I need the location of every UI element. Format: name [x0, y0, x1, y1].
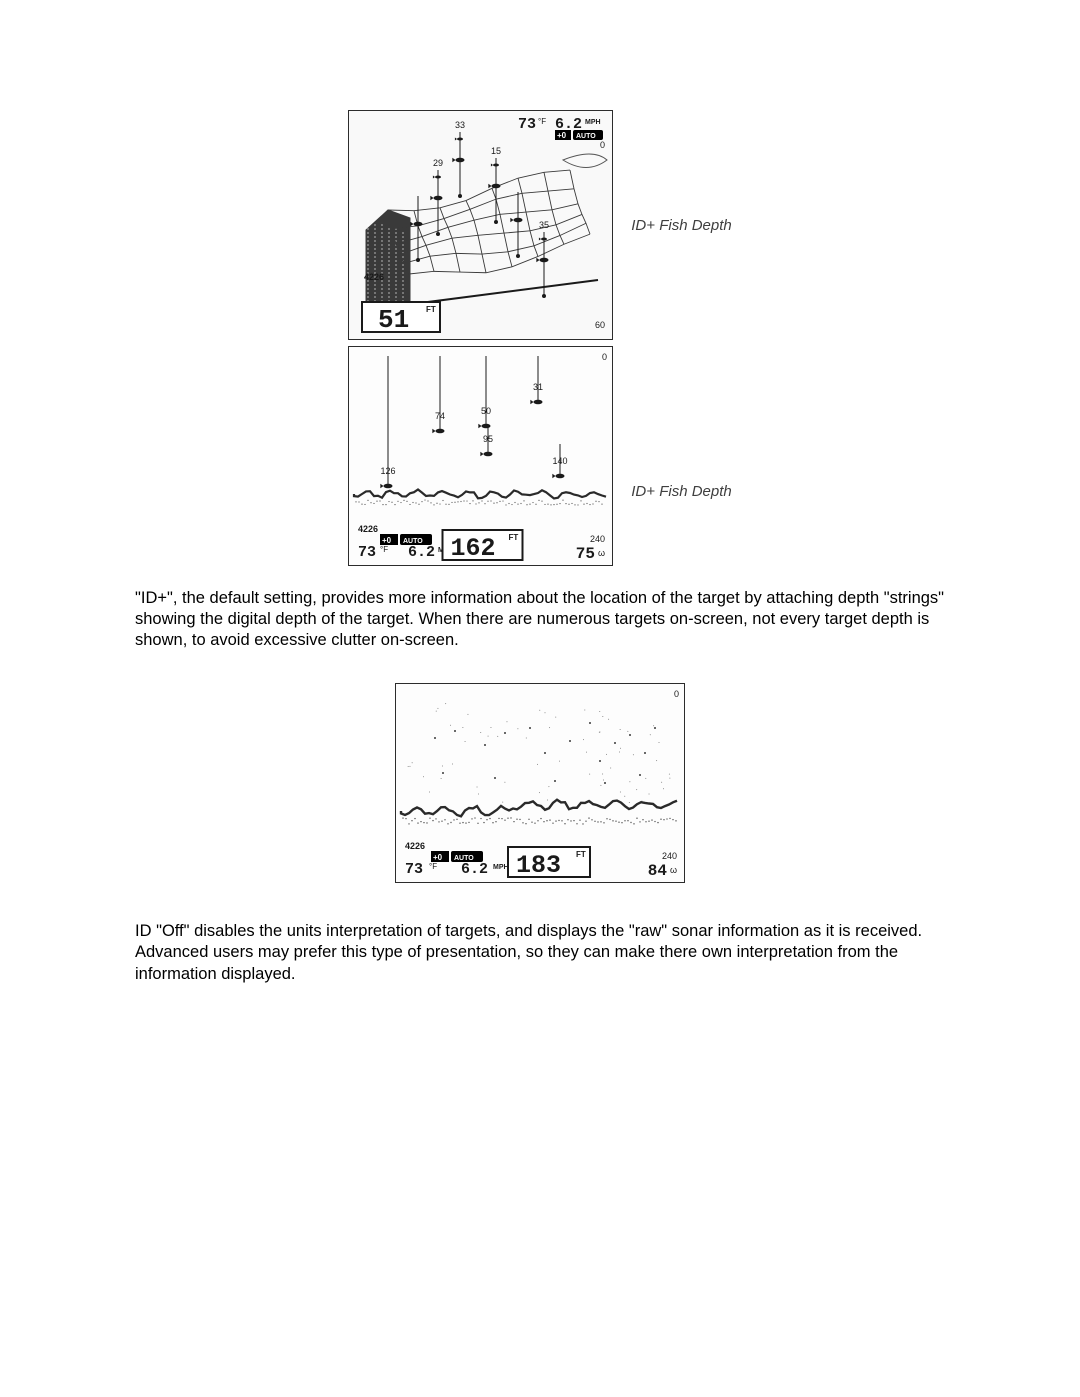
svg-text:95: 95 [483, 434, 493, 444]
svg-text:ω: ω [598, 548, 605, 558]
svg-text:33: 33 [455, 120, 465, 130]
svg-text:FT: FT [576, 850, 586, 859]
svg-text:ω: ω [670, 865, 677, 875]
svg-text:29: 29 [433, 158, 443, 168]
svg-text:51: 51 [378, 305, 409, 335]
svg-text:140: 140 [553, 456, 568, 466]
svg-text:31: 31 [533, 382, 543, 392]
svg-text:FT: FT [426, 305, 436, 314]
svg-text:15: 15 [491, 146, 501, 156]
svg-text:60: 60 [595, 320, 605, 330]
document-page: 73°F6.2MPH+0AUTO06033291535422651FT ID+ … [0, 0, 1080, 1397]
paragraph-id-off: ID "Off" disables the units interpretati… [135, 921, 945, 984]
svg-text:162: 162 [451, 534, 496, 563]
figure-2-sonar-2d: 0126745095311404226+0AUTO73°F6.2MPH162FT… [348, 346, 613, 566]
figure-1-row: 73°F6.2MPH+0AUTO06033291535422651FT ID+ … [135, 110, 945, 340]
svg-text:°F: °F [429, 862, 437, 871]
svg-text:35: 35 [539, 220, 549, 230]
figure-1-sonar-3d: 73°F6.2MPH+0AUTO06033291535422651FT [348, 110, 613, 340]
svg-text:+0: +0 [557, 131, 567, 140]
svg-text:MPH: MPH [493, 864, 509, 871]
svg-text:6.2: 6.2 [408, 544, 435, 561]
svg-text:73: 73 [405, 861, 423, 878]
figure-3-sonar-raw: 04226+0AUTO73°F6.2MPH183FT24084ω [395, 683, 685, 883]
svg-text:MPH: MPH [585, 119, 601, 126]
svg-text:73: 73 [358, 544, 376, 561]
svg-text:4226: 4226 [364, 272, 384, 282]
svg-text:0: 0 [602, 352, 607, 362]
figure-2-row: 0126745095311404226+0AUTO73°F6.2MPH162FT… [135, 346, 945, 566]
svg-text:74: 74 [435, 411, 445, 421]
svg-text:°F: °F [380, 545, 388, 554]
figure-1-caption: ID+ Fish Depth [631, 217, 731, 234]
svg-text:50: 50 [481, 406, 491, 416]
svg-text:+0: +0 [433, 853, 443, 862]
svg-text:0: 0 [600, 140, 605, 150]
svg-text:240: 240 [590, 534, 605, 544]
figure-3-row: 04226+0AUTO73°F6.2MPH183FT24084ω [135, 683, 945, 883]
svg-text:6.2: 6.2 [461, 861, 488, 878]
svg-text:°F: °F [538, 117, 546, 126]
svg-text:126: 126 [381, 466, 396, 476]
svg-text:+0: +0 [382, 536, 392, 545]
svg-text:0: 0 [674, 689, 679, 699]
paragraph-id-plus: "ID+", the default setting, provides mor… [135, 588, 945, 651]
svg-text:FT: FT [509, 533, 519, 542]
svg-text:183: 183 [516, 851, 561, 880]
svg-text:84: 84 [648, 862, 668, 880]
svg-text:73: 73 [518, 116, 536, 133]
svg-text:AUTO: AUTO [576, 133, 596, 140]
svg-text:240: 240 [662, 851, 677, 861]
svg-text:75: 75 [576, 545, 595, 563]
svg-text:4226: 4226 [358, 524, 378, 534]
svg-text:4226: 4226 [405, 841, 425, 851]
figure-2-caption: ID+ Fish Depth [631, 483, 731, 500]
